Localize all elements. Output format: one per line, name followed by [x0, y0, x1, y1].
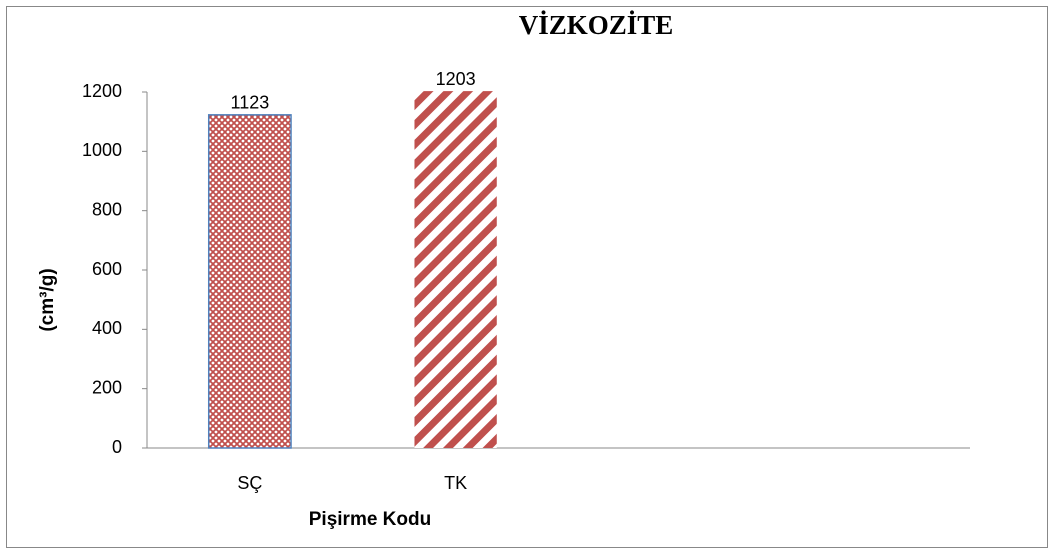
value-label: 1123: [231, 93, 270, 113]
y-tick-label: 600: [92, 259, 122, 279]
y-tick-label: 1000: [82, 140, 122, 160]
x-tick-label: TK: [444, 473, 467, 493]
y-axis-title: (cm³/g): [37, 268, 58, 331]
chart-title: VİZKOZİTE: [519, 10, 674, 40]
y-tick-label: 800: [92, 199, 122, 219]
bar: [207, 114, 292, 449]
y-tick-label: 0: [112, 437, 122, 457]
x-axis-title: Pişirme Kodu: [309, 509, 431, 530]
x-tick-label: SÇ: [237, 473, 262, 493]
chart-border: [6, 6, 1048, 548]
y-tick-label: 400: [92, 318, 122, 338]
value-label: 1203: [436, 69, 476, 89]
y-tick-label: 200: [92, 377, 122, 397]
bar: [414, 91, 497, 449]
y-tick-label: 1200: [82, 81, 122, 101]
